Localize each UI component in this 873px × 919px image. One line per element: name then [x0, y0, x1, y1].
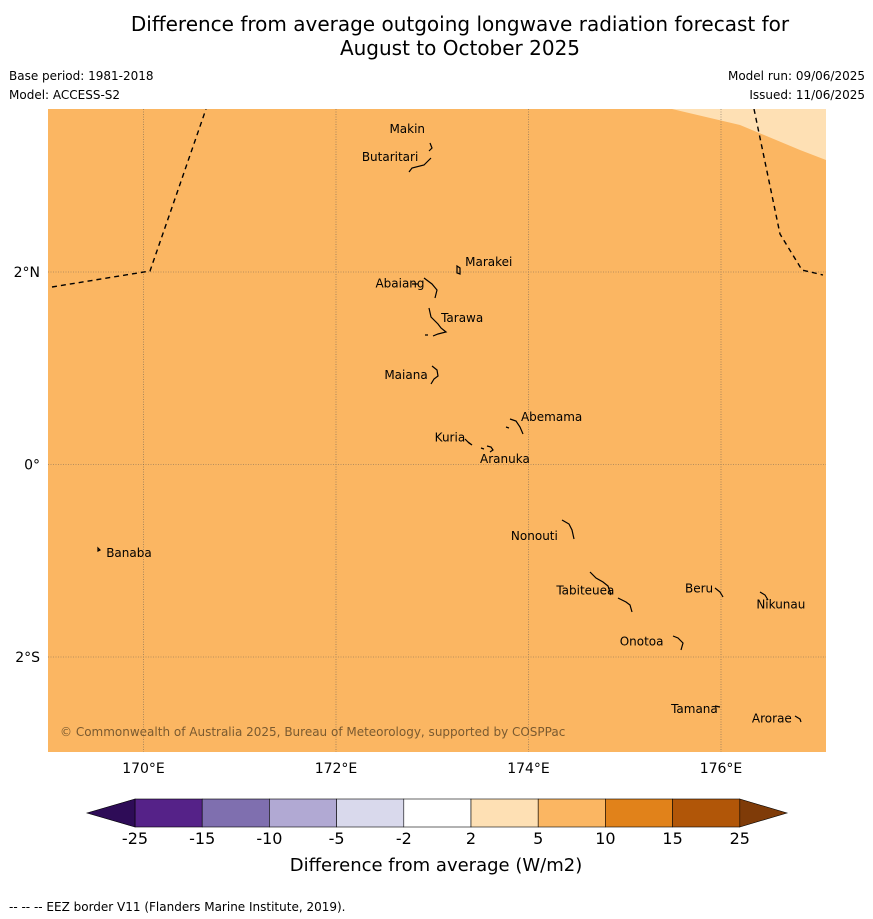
island-label: Aranuka — [480, 452, 530, 466]
colorbar-segment — [672, 798, 741, 828]
island-label: Onotoa — [620, 635, 664, 649]
island-label: Beru — [685, 582, 713, 596]
island-label: Tabiteuea — [555, 583, 614, 597]
island-label: Kuria — [435, 430, 466, 444]
colorbar-segment — [403, 798, 472, 828]
island-coastlines — [97, 142, 802, 723]
lon-tick-label: 172°E — [315, 761, 358, 777]
island-label: Arorae — [752, 712, 792, 726]
colorbar-label: Difference from average (W/m2) — [290, 855, 582, 876]
colorbar-over-extend — [739, 798, 789, 828]
island-label: Marakei — [465, 255, 512, 269]
colorbar-tick-label: 2 — [466, 829, 476, 848]
island-label: Tamana — [670, 702, 718, 716]
colorbar-segment — [537, 798, 606, 828]
base-period-text: Base period: 1981-2018 — [9, 69, 154, 83]
colorbar-tick-label: 15 — [662, 829, 682, 848]
island-label: Banaba — [106, 546, 152, 560]
colorbar-segment — [470, 798, 539, 828]
lat-tick-label: 2°S — [15, 650, 40, 666]
colorbar-tick-label: -15 — [189, 829, 215, 848]
graticule — [48, 109, 826, 752]
light-anomaly-region — [672, 109, 826, 160]
colorbar-tick-label: -2 — [396, 829, 412, 848]
lat-tick-label: 0° — [24, 458, 40, 474]
colorbar-tick-label: -10 — [256, 829, 282, 848]
colorbar-tick-label: -25 — [122, 829, 148, 848]
colorbar-tick-label: 10 — [595, 829, 615, 848]
island-label: Nonouti — [511, 529, 558, 543]
lon-tick-label: 174°E — [507, 761, 550, 777]
colorbar-under-extend — [85, 798, 136, 828]
colorbar-segment — [269, 798, 337, 828]
copyright-notice: © Commonwealth of Australia 2025, Bureau… — [60, 725, 565, 739]
island-label: Nikunau — [756, 597, 805, 611]
eez-border — [51, 109, 824, 288]
issued-text: Issued: 11/06/2025 — [749, 88, 865, 102]
colorbar-tick-label: -5 — [329, 829, 345, 848]
chart-title: Difference from average outgoing longwav… — [60, 12, 860, 60]
colorbar-segment — [201, 798, 270, 828]
title-line-2: August to October 2025 — [339, 36, 581, 60]
island-label: Maiana — [384, 368, 427, 382]
colorbar-tick-label: 5 — [533, 829, 543, 848]
lon-tick-label: 176°E — [700, 761, 743, 777]
lat-tick-label: 2°N — [14, 265, 40, 281]
model-text: Model: ACCESS-S2 — [9, 88, 121, 102]
lon-tick-label: 170°E — [122, 761, 165, 777]
island-label: Abaiang — [375, 276, 424, 290]
colorbar-segment — [605, 798, 673, 828]
model-run-text: Model run: 09/06/2025 — [727, 69, 865, 83]
island-label: Butaritari — [362, 150, 419, 164]
island-label: Makin — [389, 122, 425, 136]
colorbar-segment — [336, 798, 405, 828]
island-label: Abemama — [521, 410, 582, 424]
title-line-1: Difference from average outgoing longwav… — [130, 12, 790, 36]
eez-footnote: -- -- -- EEZ border V11 (Flanders Marine… — [9, 900, 346, 914]
colorbar-tick-label: 25 — [730, 829, 750, 848]
map-background — [48, 109, 826, 752]
colorbar-segment — [134, 798, 203, 828]
island-label: Tarawa — [440, 311, 483, 325]
colorbar: -25 -15 -10 -5 -2 2 5 10 15 25 — [85, 798, 789, 848]
